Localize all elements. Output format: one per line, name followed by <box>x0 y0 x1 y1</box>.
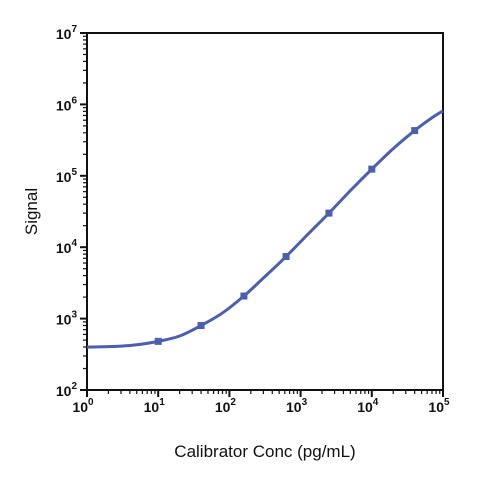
data-point <box>240 292 248 300</box>
data-point <box>197 322 205 330</box>
plot-frame <box>86 32 444 391</box>
y-tick-label: 106 <box>56 95 78 113</box>
y-axis-title: Signal <box>22 188 41 235</box>
x-axis-title: Calibrator Conc (pg/mL) <box>174 442 355 461</box>
x-tick-label: 105 <box>428 397 450 415</box>
y-tick-label: 107 <box>56 24 78 42</box>
x-tick-label: 101 <box>144 397 166 415</box>
data-point <box>411 127 419 135</box>
y-tick-label: 103 <box>56 310 78 328</box>
data-point <box>368 165 376 173</box>
x-tick-label: 100 <box>72 397 94 415</box>
y-tick-label: 104 <box>56 238 78 256</box>
y-tick-label: 105 <box>56 167 78 185</box>
data-point <box>325 209 333 217</box>
x-tick-label: 104 <box>357 397 379 415</box>
x-tick-label: 103 <box>286 397 308 415</box>
fit-curve <box>86 109 444 349</box>
data-point <box>282 253 290 261</box>
plot-area: 100 101 102 103 104 105 102 103 104 105 106 107 <box>56 24 450 415</box>
y-tick-label: 102 <box>56 381 78 399</box>
data-point <box>154 337 162 345</box>
x-tick-label: 102 <box>215 397 237 415</box>
